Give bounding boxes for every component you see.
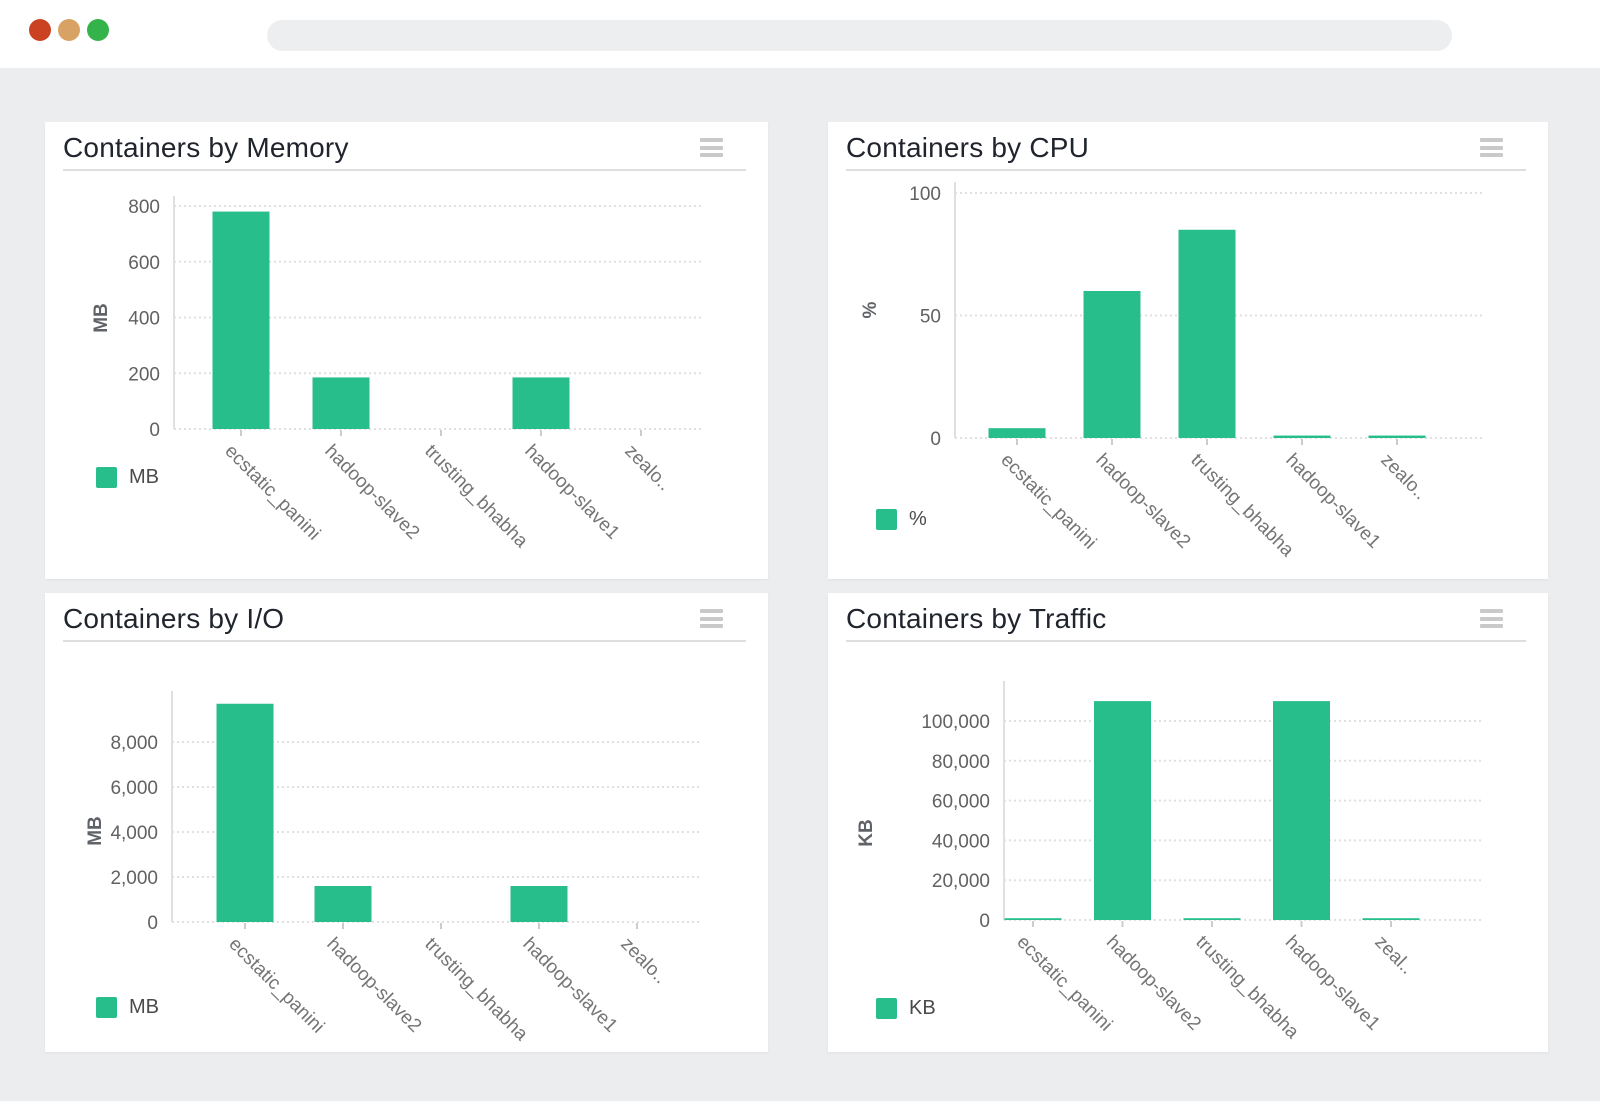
svg-text:%: % (860, 301, 881, 318)
card-containers-by-memory: Containers by Memory 0 200 400 600 800 MB ecst… (45, 122, 768, 579)
svg-text:50: 50 (920, 307, 941, 328)
hamburger-menu-icon[interactable] (700, 609, 723, 632)
close-button[interactable] (29, 19, 51, 41)
legend-label: MB (129, 466, 159, 488)
svg-text:600: 600 (128, 253, 160, 274)
svg-text:0: 0 (149, 420, 160, 441)
card-header-divider (63, 640, 746, 642)
svg-text:6,000: 6,000 (110, 778, 158, 799)
svg-text:hadoop-slave2: hadoop-slave2 (320, 441, 423, 544)
legend-swatch (876, 998, 897, 1019)
browser-titlebar (0, 0, 1600, 68)
svg-text:40,000: 40,000 (932, 831, 990, 852)
svg-text:MB: MB (91, 303, 112, 333)
svg-text:0: 0 (147, 913, 158, 934)
cpu-bar-chart: 0 50 100% ecstatic_paninihadoop-slave2trust… (860, 182, 1482, 562)
card-containers-by-cpu: Containers by CPU 0 50 100% ecstatic_panini… (828, 122, 1548, 579)
card-header-divider (846, 640, 1526, 642)
card-containers-by-traffic: Containers by Traffic 0 20,000 40,000 60,00… (828, 593, 1548, 1052)
svg-text:hadoop-slave2: hadoop-slave2 (1102, 932, 1205, 1035)
legend-label: KB (909, 997, 936, 1019)
hamburger-menu-icon[interactable] (1480, 609, 1503, 632)
svg-text:4,000: 4,000 (110, 823, 158, 844)
traffic-bar-chart: 0 20,000 40,000 60,000 80,000 100,000 KB ecstat… (856, 681, 1484, 1043)
hamburger-menu-icon[interactable] (1480, 138, 1503, 161)
svg-text:0: 0 (979, 911, 990, 932)
maximize-button[interactable] (87, 19, 109, 41)
svg-text:zealo..: zealo.. (616, 934, 670, 988)
card-header-divider (846, 169, 1526, 171)
legend-label: MB (129, 996, 159, 1018)
svg-text:hadoop-slave1: hadoop-slave1 (1281, 932, 1384, 1035)
svg-text:0: 0 (930, 429, 941, 450)
card-title: Containers by Traffic (846, 603, 1107, 634)
legend-swatch (96, 997, 117, 1018)
svg-text:60,000: 60,000 (932, 792, 990, 813)
svg-text:zealo..: zealo.. (1376, 450, 1430, 504)
svg-text:hadoop-slave1: hadoop-slave1 (518, 934, 621, 1037)
svg-text:trusting_bhabha: trusting_bhabha (1186, 450, 1298, 562)
address-bar[interactable] (267, 20, 1452, 51)
svg-text:hadoop-slave2: hadoop-slave2 (322, 934, 425, 1037)
svg-text:hadoop-slave1: hadoop-slave1 (520, 441, 623, 544)
svg-text:MB: MB (85, 816, 106, 846)
svg-text:hadoop-slave1: hadoop-slave1 (1281, 450, 1384, 553)
card-title: Containers by Memory (63, 132, 349, 163)
svg-text:ecstatic_panini: ecstatic_panini (224, 934, 328, 1038)
svg-text:800: 800 (128, 197, 160, 218)
svg-text:80,000: 80,000 (932, 752, 990, 773)
svg-text:20,000: 20,000 (932, 871, 990, 892)
hamburger-menu-icon[interactable] (700, 138, 723, 161)
chart-legend: MB (96, 996, 159, 1019)
svg-text:zealo..: zealo.. (620, 441, 674, 495)
io-bar-chart: 02,0004,0006,0008,000MBecstatic_paniniha… (85, 691, 701, 1046)
svg-text:100: 100 (909, 184, 941, 205)
card-header-divider (63, 169, 746, 171)
legend-swatch (96, 467, 117, 488)
svg-text:8,000: 8,000 (110, 733, 158, 754)
memory-bar-chart: 0200400600800MBecstatic_paninihadoop-sla… (91, 196, 701, 553)
svg-text:zeal..: zeal.. (1370, 932, 1417, 979)
svg-text:trusting_bhabha: trusting_bhabha (420, 934, 532, 1046)
svg-text:100,000: 100,000 (921, 712, 990, 733)
svg-text:2,000: 2,000 (110, 868, 158, 889)
chart-legend: KB (876, 997, 936, 1020)
svg-text:200: 200 (128, 364, 160, 385)
chart-legend: MB (96, 466, 159, 489)
svg-text:hadoop-slave2: hadoop-slave2 (1091, 450, 1194, 553)
chart-legend: % (876, 508, 927, 531)
legend-swatch (876, 509, 897, 530)
svg-text:ecstatic_panini: ecstatic_panini (1012, 932, 1116, 1036)
card-title: Containers by CPU (846, 132, 1090, 163)
svg-text:ecstatic_panini: ecstatic_panini (220, 441, 324, 545)
svg-text:ecstatic_panini: ecstatic_panini (996, 450, 1100, 554)
svg-text:KB: KB (856, 819, 877, 846)
svg-text:400: 400 (128, 309, 160, 330)
svg-text:trusting_bhabha: trusting_bhabha (420, 441, 532, 553)
card-containers-by-io: Containers by I/O 0 2,000 4,000 6,000 8,000 M… (45, 593, 768, 1052)
card-title: Containers by I/O (63, 603, 285, 634)
legend-label: % (909, 508, 927, 530)
minimize-button[interactable] (58, 19, 80, 41)
